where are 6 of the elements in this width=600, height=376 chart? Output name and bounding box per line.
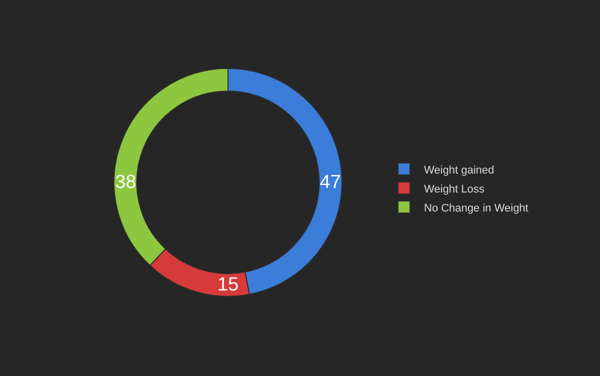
legend-label: Weight Loss <box>424 183 485 196</box>
data-label: 38 <box>115 172 136 194</box>
legend-label: No Change in Weight <box>424 202 528 214</box>
data-label: 15 <box>217 274 239 296</box>
legend-label: Weight gained <box>424 164 494 176</box>
data-label: 47 <box>320 172 341 194</box>
